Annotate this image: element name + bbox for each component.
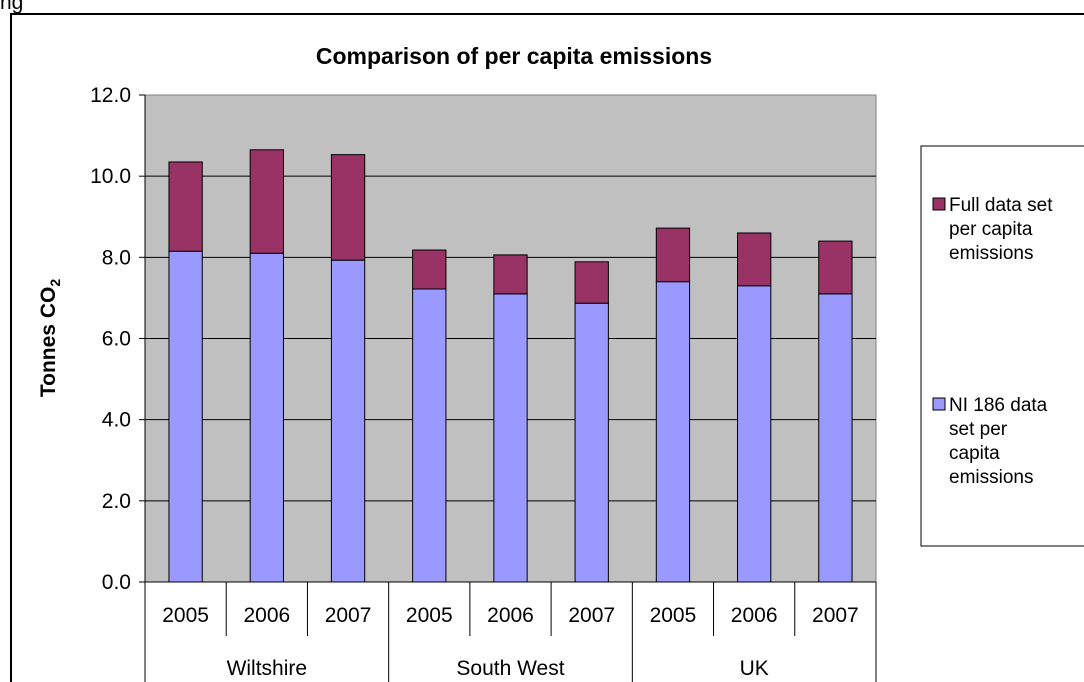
x-tick-label: 2005 — [162, 604, 209, 627]
x-tick-label: 2007 — [568, 604, 615, 627]
y-tick-label: 10.0 — [90, 165, 131, 188]
x-group-label: Wiltshire — [227, 657, 308, 680]
y-tick-label: 0.0 — [102, 571, 131, 594]
bar-segment-full — [737, 232, 772, 287]
y-axis-label: Tonnes CO2 — [37, 279, 63, 397]
y-tick-label: 2.0 — [102, 490, 131, 513]
legend-label: emissions — [949, 243, 1033, 264]
legend-label: per capita — [949, 219, 1033, 240]
x-tick-label: 2006 — [487, 604, 534, 627]
caption-fragment: ng — [0, 0, 23, 14]
x-tick-label: 2005 — [650, 604, 697, 627]
bar-segment-ni186 — [737, 285, 772, 583]
legend-box — [920, 145, 1084, 547]
x-group-label: UK — [740, 657, 769, 680]
legend-label: NI 186 data — [949, 395, 1048, 416]
legend: Full data set per capita emissions NI 186 d… — [932, 195, 1053, 488]
bar-segment-full — [330, 154, 366, 261]
bar-segment-ni186 — [655, 281, 691, 583]
legend-swatch — [932, 197, 946, 211]
bar-segment-ni186 — [574, 302, 609, 583]
bar-segment-ni186 — [330, 259, 366, 583]
x-tick-label: 2005 — [406, 604, 453, 627]
x-tick-label: 2006 — [243, 604, 290, 627]
bar-segment-ni186 — [249, 252, 284, 583]
bar-segment-full — [655, 227, 691, 283]
y-tick-label: 8.0 — [102, 246, 131, 269]
y-tick-label: 6.0 — [102, 328, 131, 351]
legend-label: emissions — [949, 467, 1033, 488]
x-tick-label: 2007 — [325, 604, 372, 627]
bar-segment-ni186 — [412, 288, 447, 583]
bar-segment-full — [168, 161, 203, 252]
legend-label: set per — [949, 419, 1008, 440]
x-group-label: South West — [456, 657, 564, 680]
y-tick-label: 12.0 — [90, 84, 131, 107]
y-axis: 0.0 2.0 4.0 6.0 8.0 10.0 12.0 — [90, 84, 146, 594]
bar-segment-full — [249, 149, 284, 254]
chart-title: Comparison of per capita emissions — [316, 43, 712, 69]
x-axis: 2005 2006 2007 2005 2006 2007 2005 2006 2007 Wilt… — [144, 581, 877, 682]
legend-label: capita — [949, 443, 1000, 464]
bar-segment-full — [818, 240, 853, 295]
y-tick-label: 4.0 — [102, 409, 131, 432]
bar-segment-ni186 — [493, 293, 528, 583]
bar-segment-ni186 — [818, 293, 853, 583]
x-tick-label: 2007 — [812, 604, 859, 627]
bar-segment-full — [574, 261, 609, 304]
x-tick-label: 2006 — [731, 604, 778, 627]
bar-segment-ni186 — [168, 250, 203, 583]
bar-segment-full — [412, 249, 447, 290]
bars-layer — [168, 149, 853, 583]
bar-segment-full — [493, 254, 528, 295]
legend-swatch — [932, 397, 946, 411]
legend-label: Full data set — [949, 195, 1053, 216]
